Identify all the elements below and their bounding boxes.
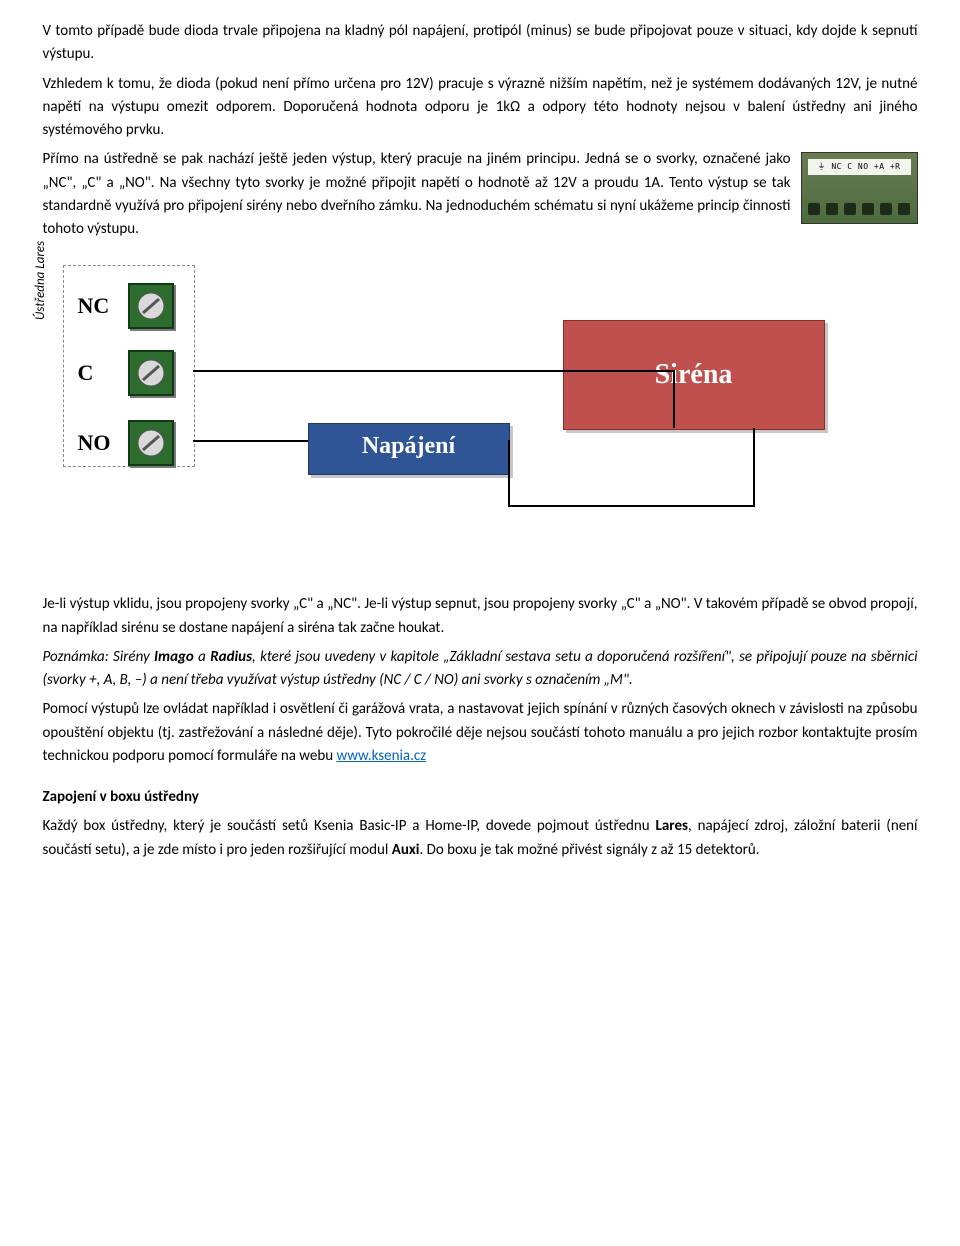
paragraph-5: Poznámka: Sirény Imago a Radius, které j… — [43, 646, 918, 693]
note-bold-imago: Imago — [154, 648, 194, 666]
wiring-diagram: Ústředna Lares NC C NO Napájení Siréna — [43, 265, 918, 565]
terminal-c-row: C — [78, 350, 174, 396]
wire — [753, 428, 755, 507]
terminal-no-label: NO — [78, 426, 118, 460]
wire — [508, 505, 753, 507]
screw-icon — [128, 420, 174, 466]
p7-bold-auxi: Auxi — [392, 841, 420, 859]
terminal-nc-label: NC — [78, 289, 118, 323]
sirena-box: Siréna — [563, 320, 825, 430]
p7-c: . Do boxu je tak možné přivést signály z… — [419, 841, 759, 859]
paragraph-1: V tomto případě bude dioda trvale připoj… — [43, 20, 918, 67]
ksenia-link[interactable]: www.ksenia.cz — [336, 747, 426, 765]
wire — [193, 440, 308, 442]
screw-icon — [128, 350, 174, 396]
wire — [508, 440, 510, 505]
paragraph-3: Přímo na ústředně se pak nachází ještě j… — [43, 148, 918, 241]
p7-a: Každý box ústředny, který je součástí se… — [43, 817, 656, 835]
p6-text: Pomocí výstupů lze ovládat například i o… — [43, 700, 918, 765]
ustredna-label: Ústředna Lares — [31, 241, 51, 320]
note-part-b: a — [194, 648, 210, 666]
napajeni-box: Napájení — [308, 423, 510, 475]
paragraph-2: Vzhledem k tomu, že dioda (pokud není př… — [43, 73, 918, 143]
paragraph-7: Každý box ústředny, který je součástí se… — [43, 815, 918, 862]
paragraph-4: Je-li výstup vklidu, jsou propojeny svor… — [43, 593, 918, 640]
terminal-no-row: NO — [78, 420, 174, 466]
note-part-a: Poznámka: Sirény — [43, 648, 155, 666]
terminal-nc-row: NC — [78, 283, 174, 329]
note-bold-radius: Radius — [210, 648, 252, 666]
p7-bold-lares: Lares — [656, 817, 688, 835]
paragraph-6: Pomocí výstupů lze ovládat například i o… — [43, 698, 918, 768]
section-title-box-wiring: Zapojení v boxu ústředny — [43, 786, 918, 809]
terminal-photo-label: ⏚ NC C NO +A +R — [808, 159, 911, 175]
wire — [673, 370, 675, 428]
screw-icon — [128, 283, 174, 329]
terminal-block-photo: ⏚ NC C NO +A +R — [801, 152, 918, 224]
terminal-c-label: C — [78, 356, 118, 390]
wire — [193, 370, 673, 372]
